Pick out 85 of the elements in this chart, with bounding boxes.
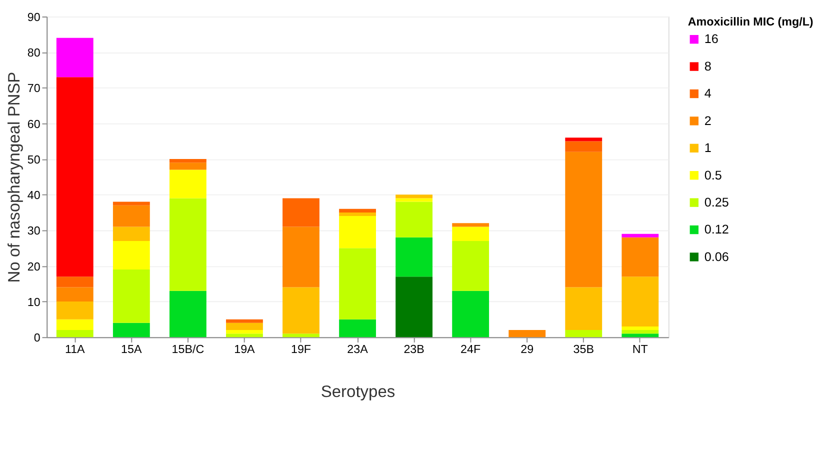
bar xyxy=(622,334,659,338)
bar xyxy=(565,141,602,152)
bar xyxy=(452,226,490,241)
y-tick-label: 50 xyxy=(27,153,41,166)
bar xyxy=(622,237,659,277)
bar xyxy=(565,152,602,288)
legend-label: 16 xyxy=(704,32,718,46)
bar xyxy=(226,330,263,334)
bar xyxy=(112,226,150,241)
bar xyxy=(396,194,433,198)
bar xyxy=(565,138,602,142)
bar xyxy=(169,170,206,198)
bar xyxy=(452,240,490,291)
bar xyxy=(339,208,376,212)
bar xyxy=(622,276,659,326)
x-tick-label: 15A xyxy=(121,343,142,356)
legend-label: 0.25 xyxy=(704,195,729,210)
legend-label: 0.12 xyxy=(704,222,729,237)
x-tick-label: 29 xyxy=(520,343,534,356)
x-tick-label: 35B xyxy=(573,343,594,356)
bar xyxy=(282,334,320,338)
bar xyxy=(282,226,320,288)
y-tick-label: 0 xyxy=(34,332,41,344)
legend-label: 8 xyxy=(704,59,712,74)
bar xyxy=(112,202,150,206)
legend-label: 4 xyxy=(704,86,712,101)
bar xyxy=(56,302,94,320)
bar xyxy=(622,326,659,330)
bar xyxy=(282,287,320,334)
bar xyxy=(112,205,150,227)
bar xyxy=(622,234,659,238)
x-tick-label: NT xyxy=(632,343,648,356)
x-tick-label: 19A xyxy=(234,343,256,356)
bar xyxy=(112,269,150,323)
bar xyxy=(622,330,659,334)
bar xyxy=(396,237,433,277)
x-tick-label: 24F xyxy=(460,343,481,356)
bar xyxy=(112,240,150,270)
bar xyxy=(339,212,376,216)
y-tick-label: 20 xyxy=(27,260,41,274)
y-axis-title: No of nasopharyngeal PNSP xyxy=(6,72,24,283)
y-tick-label: 80 xyxy=(27,46,41,60)
y-tick-label: 40 xyxy=(27,189,41,202)
legend-title: Amoxicillin MIC (mg/L) xyxy=(688,15,814,28)
y-tick-label: 70 xyxy=(27,82,41,96)
bar xyxy=(396,276,433,338)
bar xyxy=(508,330,546,338)
y-tick-label: 30 xyxy=(27,224,41,238)
bar xyxy=(169,198,206,291)
bar xyxy=(169,290,206,338)
bar xyxy=(226,319,263,323)
bar xyxy=(339,319,376,338)
bar xyxy=(452,223,490,227)
x-tick-label: 19F xyxy=(290,343,312,356)
x-tick-label: 11A xyxy=(64,343,86,356)
bar xyxy=(112,322,150,338)
bar xyxy=(565,287,602,330)
bar xyxy=(56,287,94,302)
bar xyxy=(339,248,376,320)
y-tick-label: 90 xyxy=(27,10,41,24)
bar xyxy=(169,162,206,170)
bar xyxy=(282,198,320,227)
bar xyxy=(56,38,94,78)
x-tick-label: 23B xyxy=(404,343,425,356)
bar xyxy=(396,202,433,238)
bar xyxy=(339,216,376,248)
bar xyxy=(226,322,263,330)
y-tick-label: 60 xyxy=(27,118,41,131)
bar xyxy=(56,330,94,338)
bar xyxy=(396,198,433,202)
legend-label: 0.5 xyxy=(704,168,722,182)
bar xyxy=(452,290,490,338)
bar xyxy=(226,334,263,338)
bar xyxy=(169,159,206,163)
y-tick-label: 10 xyxy=(27,296,41,309)
bar xyxy=(56,319,94,330)
legend-label: 2 xyxy=(704,114,712,128)
bar xyxy=(565,330,602,338)
bar xyxy=(56,276,94,288)
x-tick-label: 15B/C xyxy=(172,343,204,356)
legend-label: 1 xyxy=(704,141,712,156)
legend-label: 0.06 xyxy=(704,250,729,264)
x-tick-label: 23A xyxy=(347,343,368,356)
x-axis-title: Serotypes xyxy=(320,382,396,401)
bar xyxy=(56,77,94,277)
